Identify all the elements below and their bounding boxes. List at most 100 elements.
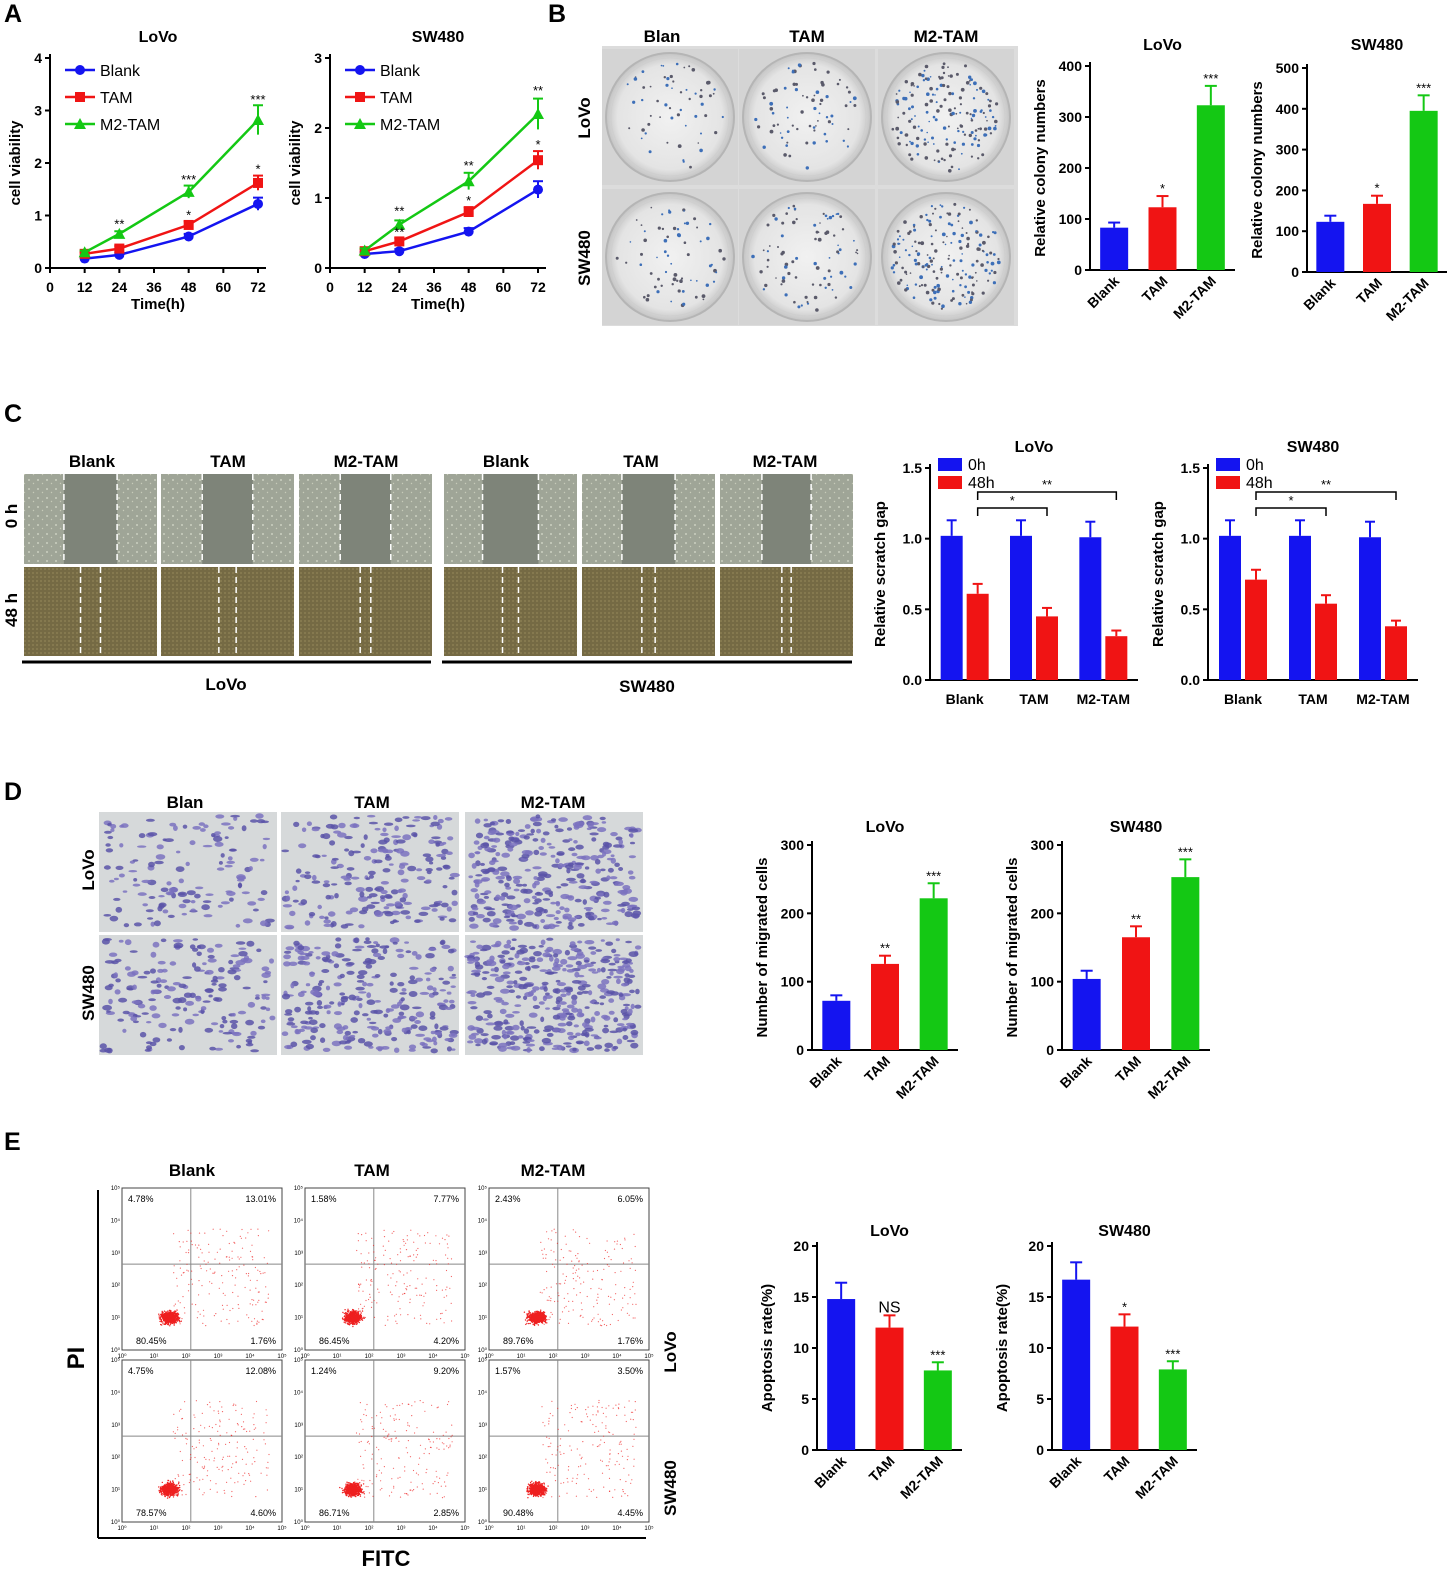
colony-dot	[950, 299, 953, 302]
migrated-cell	[336, 1030, 344, 1035]
flow-event	[173, 1265, 175, 1267]
flow-event	[175, 1314, 177, 1317]
colony-dot	[902, 238, 905, 241]
flow-event	[533, 1316, 535, 1318]
migrated-cell	[480, 1033, 489, 1037]
flow-event	[563, 1297, 565, 1299]
colony-dot	[970, 119, 974, 122]
migrated-cell	[498, 1045, 507, 1052]
migrated-cell	[374, 911, 384, 917]
colony-dot	[910, 118, 913, 121]
flow-event	[537, 1317, 539, 1319]
migrated-cell	[408, 1044, 417, 1050]
flow-event	[566, 1263, 568, 1265]
flow-event	[365, 1240, 367, 1242]
migrated-cell	[259, 858, 265, 862]
flow-event	[579, 1292, 581, 1294]
flow-event	[347, 1322, 349, 1325]
flow-event	[545, 1257, 547, 1259]
migrated-cell	[535, 814, 541, 819]
migrated-cell	[491, 1035, 501, 1040]
colony-dot	[805, 96, 809, 99]
flow-event	[402, 1239, 404, 1241]
migrated-cell	[321, 951, 331, 956]
colony-dot	[764, 283, 768, 288]
flow-event	[407, 1256, 409, 1258]
migrated-cell	[423, 1037, 432, 1041]
flow-event	[597, 1293, 599, 1295]
migrated-cell	[113, 972, 119, 979]
flow-event	[258, 1291, 260, 1293]
migrated-cell	[182, 976, 192, 979]
flow-event	[526, 1316, 528, 1319]
flow-event	[436, 1318, 438, 1320]
migrated-cell	[473, 879, 483, 884]
flow-y-tick: 10²	[294, 1283, 303, 1289]
petri-dish-rim	[886, 197, 1006, 317]
migrated-cell	[508, 957, 514, 961]
flow-event	[597, 1296, 599, 1298]
colony-dot	[946, 85, 950, 89]
flow-event	[614, 1241, 616, 1243]
migrated-cell	[571, 852, 578, 857]
flow-event	[528, 1322, 530, 1325]
colony-dot	[699, 240, 702, 243]
flow-event	[578, 1260, 580, 1262]
flow-event	[533, 1324, 536, 1327]
colony-dot	[685, 221, 690, 225]
colony-dot	[721, 115, 724, 119]
colony-dot	[920, 129, 923, 132]
flow-event	[360, 1253, 362, 1255]
migrated-cell	[222, 1031, 233, 1035]
flow-event	[597, 1321, 600, 1323]
flow-event	[350, 1311, 352, 1313]
flow-event	[535, 1320, 537, 1322]
migrated-cell	[176, 850, 181, 854]
migrated-cell	[495, 894, 501, 901]
flow-event	[247, 1275, 249, 1277]
flow-event	[406, 1289, 408, 1291]
migrated-cell	[133, 922, 142, 927]
colony-dot	[938, 302, 941, 306]
migrated-cell	[178, 903, 187, 909]
migrated-cell	[166, 881, 172, 886]
migrated-cell	[173, 939, 183, 943]
flow-event	[175, 1313, 177, 1315]
migrated-cell	[190, 908, 196, 912]
colony-dot	[920, 241, 925, 246]
colony-dot	[968, 300, 973, 304]
flow-event	[410, 1229, 412, 1231]
colony-dot	[846, 145, 850, 148]
migrated-cell	[408, 979, 418, 985]
colony-dot	[806, 301, 809, 303]
flow-event	[415, 1256, 417, 1258]
colony-dot	[805, 141, 809, 145]
migrated-cell	[506, 895, 516, 900]
flow-event	[196, 1317, 198, 1319]
flow-event	[219, 1228, 221, 1230]
colony-dot	[772, 213, 776, 217]
migrated-cell	[408, 991, 418, 997]
flow-event	[624, 1239, 626, 1241]
migrated-cell	[335, 937, 342, 942]
migrated-cell	[568, 847, 576, 852]
colony-dot	[670, 262, 673, 265]
flow-event	[543, 1248, 546, 1250]
migrated-cell	[617, 965, 625, 969]
migrated-cell	[329, 840, 336, 846]
petri-dish-rim	[747, 57, 867, 177]
colony-dot	[849, 286, 853, 289]
colony-dot	[993, 270, 997, 275]
flow-event	[222, 1282, 224, 1284]
colony-dot	[982, 111, 985, 115]
colony-dot	[975, 134, 977, 137]
migrated-cell	[613, 975, 623, 979]
flow-event	[164, 1320, 166, 1322]
colony-dot	[958, 168, 960, 171]
flow-quadrant-percent: 86.45%	[319, 1336, 350, 1346]
colony-dot	[830, 114, 834, 118]
flow-x-tick: 10³	[581, 1354, 590, 1360]
flow-event	[191, 1244, 193, 1246]
flow-event	[629, 1297, 631, 1299]
colony-dot	[700, 89, 703, 92]
